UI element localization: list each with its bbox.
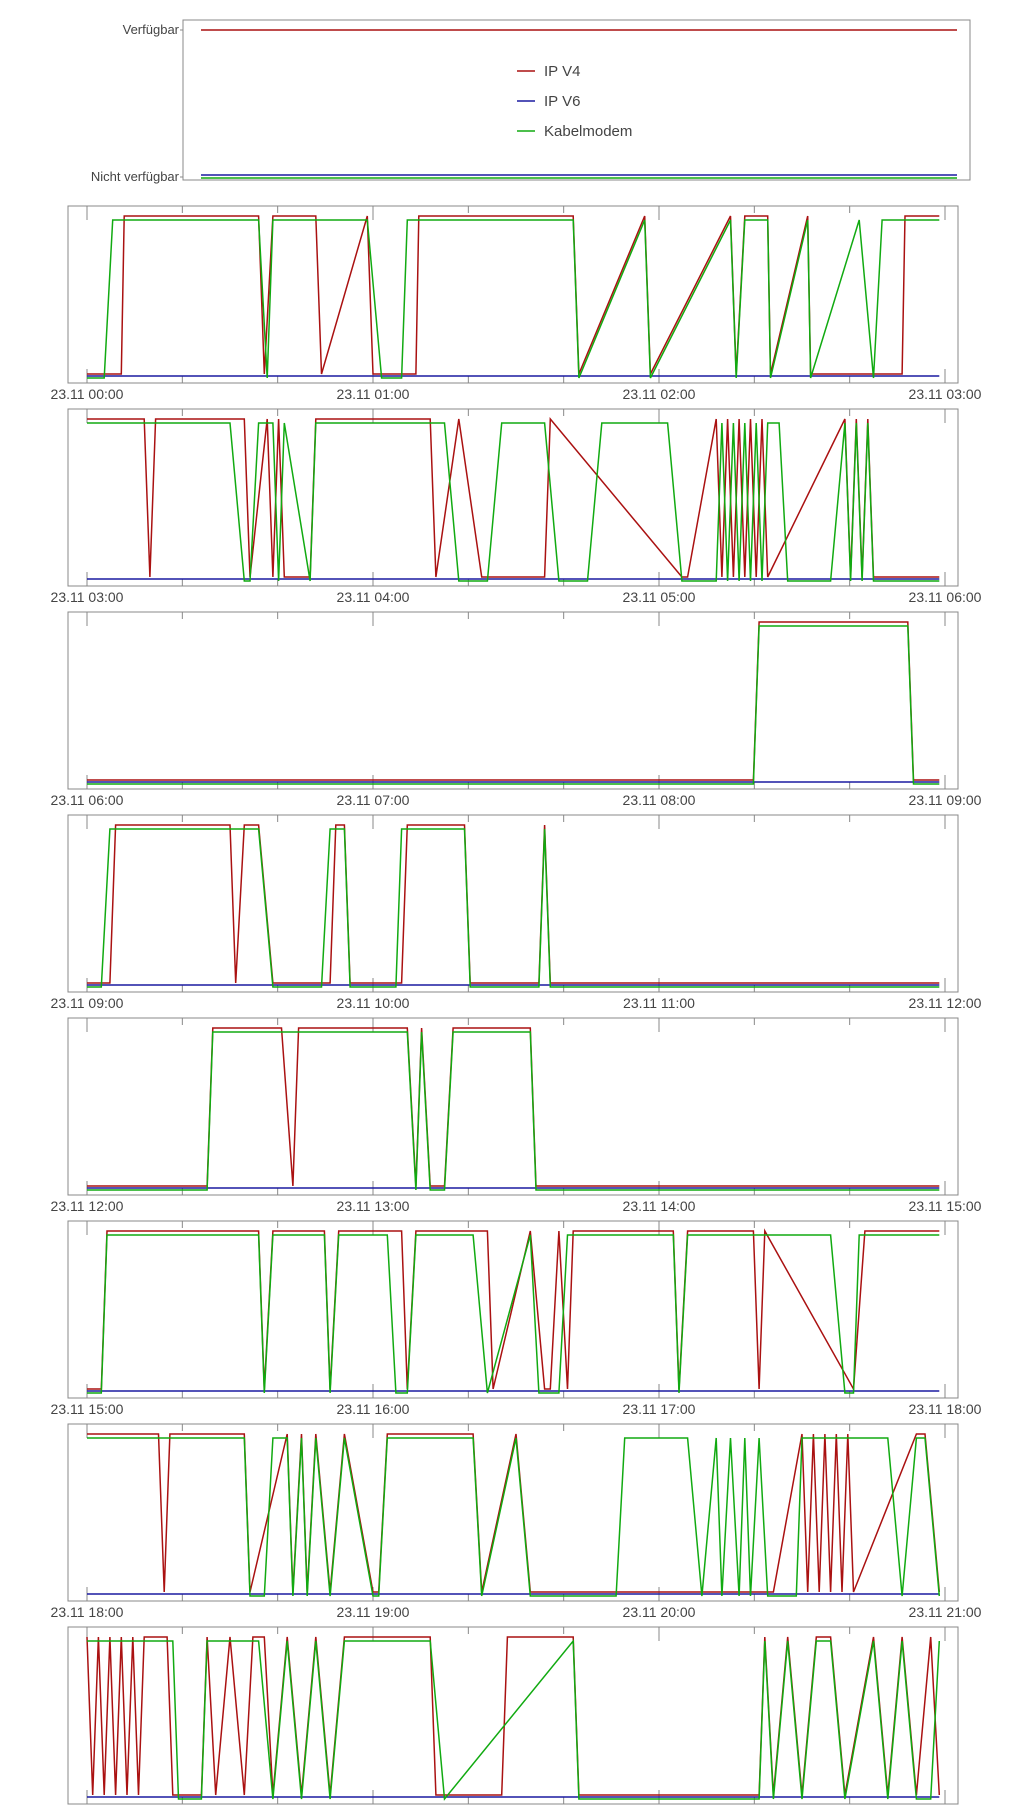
panel-frame [67,205,959,384]
x-tick-label: 23.11 06:00 [909,589,982,605]
timeline-panel-2: 23.11 03:00 23.11 04:00 23.11 05:00 23.11 0… [51,408,982,605]
x-tick-label: 23.11 12:00 [51,1198,124,1214]
legend-panel-frame [182,19,971,181]
x-tick-label: 23.11 17:00 [623,1401,696,1417]
series-line-kabelmodem [87,1638,941,1801]
x-tick-label: 23.11 19:00 [337,1604,410,1620]
x-tick-label: 23.11 16:00 [337,1401,410,1417]
x-tick-label: 23.11 11:00 [623,995,695,1011]
series-line-kabelmodem [87,1437,941,1597]
timeline-panel-7: 23.11 18:00 23.11 19:00 23.11 20:00 23.11 2… [51,1423,982,1620]
series-line-ipv4 [87,417,940,578]
y-label-verfuegbar: Verfügbar [123,22,180,37]
x-tick-label: 23.11 10:00 [337,995,410,1011]
panel-frame [67,611,959,790]
series-line-kabelmodem [87,625,940,785]
legend-entry-ipv4: IP V4 [544,63,580,80]
series-line-kabelmodem [87,828,940,988]
series-line-ipv4 [87,1433,941,1593]
timeline-panel-5: 23.11 12:00 23.11 13:00 23.11 14:00 23.11 1… [51,1017,982,1214]
x-tick-label: 23.11 15:00 [909,1198,982,1214]
x-tick-label: 23.11 13:00 [337,1198,410,1214]
series-line-ipv4 [87,1228,940,1392]
x-tick-label: 23.11 04:00 [337,589,410,605]
timeline-panel-3: 23.11 06:00 23.11 07:00 23.11 08:00 23.11 0… [51,611,982,808]
series-line-kabelmodem [87,219,940,379]
x-tick-label: 23.11 00:00 [51,386,124,402]
series-line-ipv4 [87,215,940,375]
x-tick-label: 23.11 03:00 [909,386,982,402]
x-tick-label: 23.11 03:00 [51,589,124,605]
series-line-ipv4 [87,1027,940,1187]
x-tick-label: 23.11 15:00 [51,1401,124,1417]
x-tick-label: 23.11 18:00 [909,1401,982,1417]
x-tick-label: 23.11 20:00 [623,1604,696,1620]
legend-entry-kabelmodem: Kabelmodem [544,123,632,140]
series-line-ipv4 [86,1636,941,1796]
series-line-kabelmodem [87,1234,940,1394]
series-line-kabelmodem [87,1031,940,1191]
y-label-nicht-verfuegbar: Nicht verfügbar [91,169,180,184]
timeline-panel-1: 23.11 00:00 23.11 01:00 23.11 02:00 23.11 0… [51,205,982,402]
x-tick-label: 23.11 06:00 [51,792,124,808]
x-tick-label: 23.11 01:00 [337,386,410,402]
x-tick-label: 23.11 21:00 [909,1604,982,1620]
timeline-panel-4: 23.11 09:00 23.11 10:00 23.11 11:00 23.11 1… [51,814,982,1011]
panel-frame [67,1017,959,1196]
x-tick-label: 23.11 07:00 [337,792,410,808]
x-tick-label: 23.11 02:00 [623,386,696,402]
panel-frame [67,1220,959,1399]
panel-frame [67,408,959,587]
x-tick-label: 23.11 09:00 [909,792,982,808]
x-tick-label: 23.11 14:00 [623,1198,696,1214]
series-line-ipv4 [87,621,940,781]
series-line-ipv4 [87,824,940,984]
panel-frame [67,1626,959,1805]
x-tick-label: 23.11 09:00 [51,995,124,1011]
panel-frame [67,814,959,993]
x-tick-label: 23.11 05:00 [623,589,696,605]
x-tick-label: 23.11 08:00 [623,792,696,808]
legend-panel: Verfügbar Nicht verfügbar IP V4 IP V6 Kabelm… [91,19,971,184]
timeline-panel-6: 23.11 15:00 23.11 16:00 23.11 17:00 23.11 1… [51,1220,982,1417]
series-line-kabelmodem [87,422,940,582]
x-tick-label: 23.11 12:00 [909,995,982,1011]
panel-frame [67,1423,959,1602]
x-tick-label: 23.11 18:00 [51,1604,124,1620]
legend-entry-ipv6: IP V6 [544,93,580,110]
